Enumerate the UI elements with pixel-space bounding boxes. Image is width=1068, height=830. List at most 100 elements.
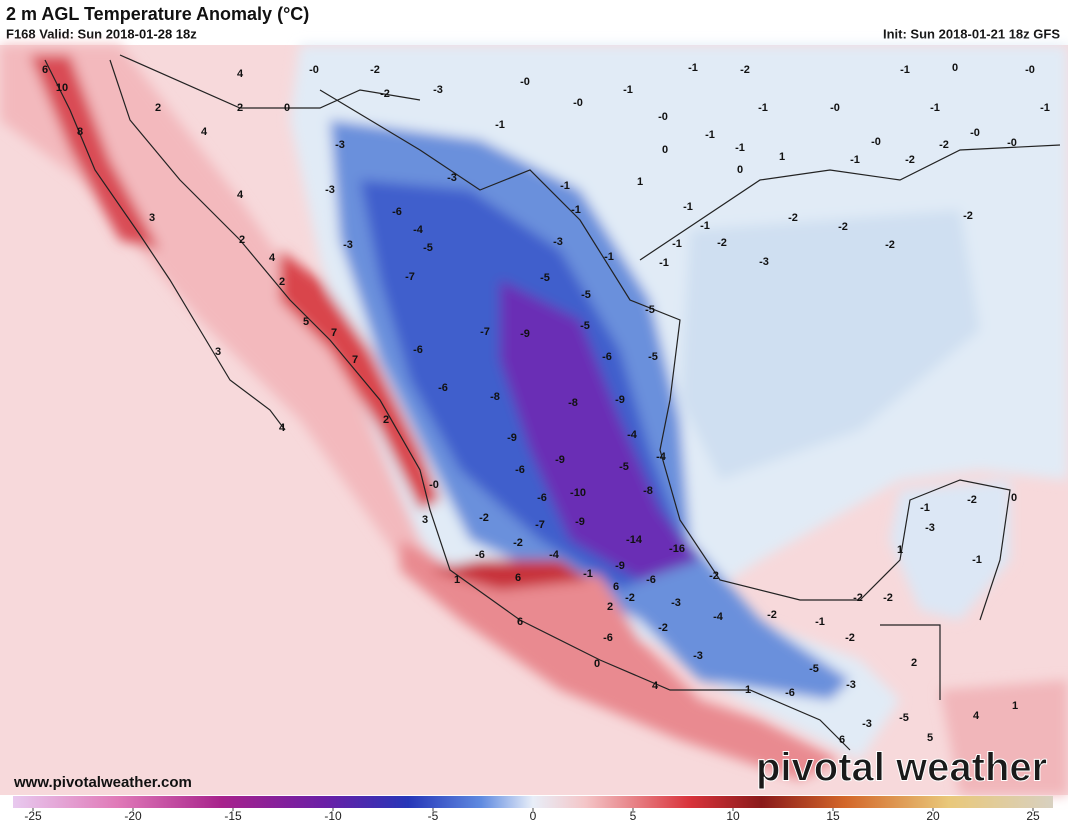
map-label: -2	[845, 632, 855, 644]
map-label: 4	[973, 710, 980, 722]
map-label: -1	[972, 554, 982, 566]
map-label: -6	[475, 549, 485, 561]
map-label: -3	[335, 139, 345, 151]
map-label: -8	[568, 397, 578, 409]
map-label: 7	[352, 354, 358, 366]
map-label: 10	[56, 82, 68, 94]
map-label: -1	[705, 129, 715, 141]
map-label: 3	[149, 212, 155, 224]
colorbar-tick-label: 15	[826, 809, 840, 823]
colorbar-ticks: -25 -20 -15 -10 -5 0 5 10 15 20 25	[24, 808, 1040, 823]
map-label: 2	[607, 601, 613, 613]
map-label: -0	[573, 97, 583, 109]
colorbar	[13, 796, 1053, 808]
map-label: -3	[433, 84, 443, 96]
map-label: 3	[215, 346, 221, 358]
map-label: -1	[571, 204, 581, 216]
map-label: -1	[900, 64, 910, 76]
map-label: 5	[927, 732, 933, 744]
map-label: -5	[423, 242, 433, 254]
map-label: 5	[303, 316, 309, 328]
map-label: -5	[540, 272, 550, 284]
map-label: -9	[575, 516, 585, 528]
map-label: 1	[1012, 700, 1018, 712]
map-label: 1	[454, 574, 460, 586]
map-label: -1	[604, 251, 614, 263]
map-label: -1	[688, 62, 698, 74]
map-label: -2	[717, 237, 727, 249]
map-label: -1	[920, 502, 930, 514]
map-label: 6	[517, 616, 523, 628]
map-label: -1	[700, 220, 710, 232]
map-label: -5	[619, 461, 629, 473]
map-label: -10	[570, 487, 586, 499]
map-label: -1	[850, 154, 860, 166]
colorbar-tick-label: -15	[224, 809, 242, 823]
map-label: 4	[652, 680, 659, 692]
map-label: -0	[970, 127, 980, 139]
map-label: 0	[284, 102, 290, 114]
map-label: -2	[513, 537, 523, 549]
map-label: -3	[343, 239, 353, 251]
map-label: -2	[967, 494, 977, 506]
map-label: -0	[520, 76, 530, 88]
map-label: -1	[623, 84, 633, 96]
map-label: -2	[853, 592, 863, 604]
colorbar-tick-label: 25	[1026, 809, 1040, 823]
map-label: -2	[883, 592, 893, 604]
map-label: -8	[643, 485, 653, 497]
map-label: -0	[1007, 137, 1017, 149]
map-label: -16	[669, 543, 685, 555]
map-label: -1	[583, 568, 593, 580]
map-label: -3	[759, 256, 769, 268]
map-label: -1	[659, 257, 669, 269]
map-label: 2	[911, 657, 917, 669]
map-label: -1	[672, 238, 682, 250]
map-label: -2	[740, 64, 750, 76]
map-label: -5	[645, 304, 655, 316]
colorbar-tick-label: 0	[530, 809, 537, 823]
map-label: -0	[658, 111, 668, 123]
map-label: -6	[646, 574, 656, 586]
map-label: -6	[515, 464, 525, 476]
map-label: -2	[788, 212, 798, 224]
map-label: 1	[897, 544, 903, 556]
map-label: 8	[77, 126, 83, 138]
colorbar-tick-label: 20	[926, 809, 940, 823]
map-label: -9	[615, 560, 625, 572]
map-label: -5	[899, 712, 909, 724]
map-label: -9	[615, 394, 625, 406]
map-label: -0	[871, 136, 881, 148]
map-label: -0	[830, 102, 840, 114]
map-label: -2	[939, 139, 949, 151]
map-label: 0	[737, 164, 743, 176]
map-label: 2	[383, 414, 389, 426]
map-label: -2	[838, 221, 848, 233]
map-label: -7	[535, 519, 545, 531]
colorbar-tick-label: -10	[324, 809, 342, 823]
map-label: 4	[279, 422, 286, 434]
map-label: 0	[952, 62, 958, 74]
map-label: 4	[237, 189, 244, 201]
map-label: -3	[553, 236, 563, 248]
map-label: -4	[627, 429, 638, 441]
map-label: -6	[603, 632, 613, 644]
map-label: -1	[495, 119, 505, 131]
map-label: 2	[155, 102, 161, 114]
map-label: 2	[239, 234, 245, 246]
map-label: 4	[269, 252, 276, 264]
map-label: -1	[815, 616, 825, 628]
map-label: -2	[905, 154, 915, 166]
map-label: -0	[309, 64, 319, 76]
map-label: 0	[594, 658, 600, 670]
map-label: 0	[662, 144, 668, 156]
map-label: -6	[602, 351, 612, 363]
map-label: -1	[560, 180, 570, 192]
map-label: -3	[862, 718, 872, 730]
colorbar-tick-label: 10	[726, 809, 740, 823]
map-label: -3	[846, 679, 856, 691]
map-label: -2	[658, 622, 668, 634]
colorbar-tick-label: 5	[630, 809, 637, 823]
map-label: -1	[758, 102, 768, 114]
map-label: 0	[1011, 492, 1017, 504]
